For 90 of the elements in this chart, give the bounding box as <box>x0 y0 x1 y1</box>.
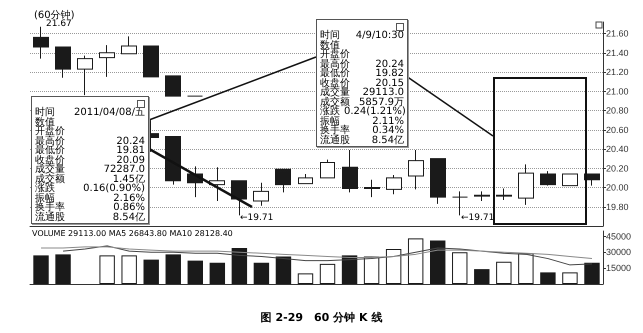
y-tick-label: 21.60 <box>606 28 629 39</box>
bar <box>408 238 424 284</box>
annotation: VOLUME 29113.00 MA5 26843.80 MA10 28128.40 <box>32 229 233 238</box>
bar <box>496 262 512 284</box>
text: 换手率 0.34% <box>320 125 404 136</box>
bar <box>144 260 159 284</box>
candlestick <box>143 46 159 78</box>
bar <box>298 273 314 284</box>
text: 收盘价 20.09 <box>35 154 145 166</box>
text: 时间 4/9/10:30 <box>320 30 404 41</box>
candlestick <box>165 75 181 97</box>
y-tick-label: 21.40 <box>606 48 629 58</box>
y-tick-label: 20.40 <box>606 144 629 154</box>
text: 最高价 20.24 <box>35 136 145 146</box>
y-tick-label: 20.60 <box>606 124 629 135</box>
bar <box>584 262 600 284</box>
candlestick <box>584 174 600 186</box>
bar <box>320 264 336 284</box>
candlestick <box>165 136 181 186</box>
bar <box>55 254 71 284</box>
bar <box>518 253 534 284</box>
text: 成交量 72287.0 <box>35 164 145 175</box>
text: 涨跌 0.16(0.90%) <box>35 183 145 194</box>
candlestick <box>33 26 49 60</box>
annotation: 开盘价 <box>35 126 65 137</box>
line-series <box>62 245 592 266</box>
candlestick <box>99 44 115 78</box>
y-tick-label: 20.80 <box>606 106 629 116</box>
bar <box>254 262 270 284</box>
text: 最低价 19.81 <box>35 145 145 156</box>
line-series <box>40 246 592 260</box>
bar <box>276 256 292 284</box>
candlestick <box>209 166 225 202</box>
bar <box>188 260 203 284</box>
bar <box>386 249 402 284</box>
y-tick-label: 21.20 <box>606 67 629 78</box>
bar <box>364 256 380 284</box>
candlestick <box>562 174 578 186</box>
candlestick <box>342 149 358 193</box>
y-tick-label: 15000 <box>606 263 632 274</box>
y-tick-label: 45000 <box>606 231 632 242</box>
candlestick <box>408 149 424 190</box>
y-tick-label: 20.00 <box>606 182 629 193</box>
text: 换手率 0.86% <box>35 202 145 213</box>
caption: 图 2-29 60 分钟 K 线 <box>260 310 384 325</box>
y-tick-label: 20.20 <box>606 163 629 174</box>
bar <box>562 272 578 284</box>
annotation: 21.67 <box>46 19 72 29</box>
text: 流通股 8.54亿 <box>35 212 145 222</box>
bar <box>210 262 226 284</box>
candlestick <box>364 179 380 198</box>
bar <box>342 255 358 284</box>
annotation: 数值 <box>320 40 340 50</box>
bar <box>166 254 181 284</box>
text: 成交量 29113.0 <box>320 87 404 98</box>
candlestick <box>275 168 291 193</box>
candlestick <box>518 164 534 206</box>
candlestick <box>386 174 402 195</box>
annotation: ←19.71 <box>461 213 494 223</box>
annotation: 开盘价 <box>320 49 350 60</box>
bar <box>232 248 248 284</box>
candlestick <box>474 190 490 202</box>
candlestick <box>298 174 313 184</box>
text: 收盘价 20.15 <box>320 78 404 88</box>
candlestick <box>253 182 269 206</box>
annotation: 涨跌 0.24(1.21%) <box>320 106 406 117</box>
text: 流通股 8.54亿 <box>320 134 404 146</box>
bar <box>452 252 468 284</box>
y-tick-label: 30000 <box>606 247 632 258</box>
annotation: ←19.71 <box>240 213 274 223</box>
text: 最高价 20.24 <box>320 58 404 70</box>
text: 最低价 19.82 <box>320 68 404 79</box>
candlestick <box>121 36 137 54</box>
text: 成交额 1.45亿 <box>35 174 145 184</box>
annotation: 数值 <box>35 116 55 128</box>
chart-title: (60分钟) <box>34 8 75 21</box>
bar <box>121 255 137 284</box>
y-tick-label: 19.80 <box>606 202 629 212</box>
candlestick <box>540 170 556 186</box>
candlestick <box>55 46 71 78</box>
candlestick <box>496 188 512 201</box>
bar <box>540 272 556 284</box>
bar <box>430 240 446 284</box>
candlestick <box>430 158 446 204</box>
bar <box>474 269 490 284</box>
candlestick <box>320 159 335 178</box>
bar <box>33 255 49 284</box>
y-tick-label: 21.00 <box>606 86 629 96</box>
annotation: 成交额 5857.9万 <box>320 96 404 108</box>
bar <box>99 255 115 284</box>
